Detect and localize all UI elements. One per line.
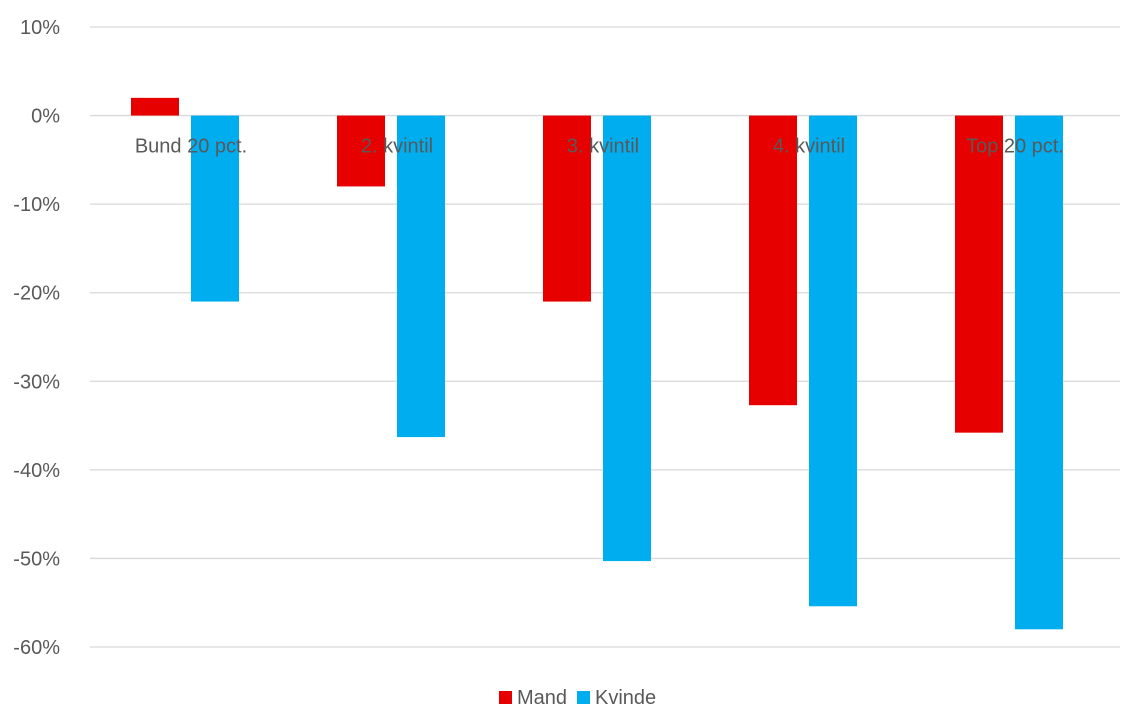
bar-kvinde-5 bbox=[1015, 115, 1063, 630]
category-label: 4. kvintil bbox=[773, 136, 845, 158]
legend-swatch-mand bbox=[499, 691, 512, 704]
y-tick-label: -30% bbox=[13, 371, 60, 393]
category-label: Top 20 pct. bbox=[966, 136, 1064, 158]
bar-mand-3 bbox=[543, 115, 591, 302]
bars bbox=[131, 97, 1063, 630]
bar-kvinde-2 bbox=[397, 115, 445, 438]
legend-label-mand: Mand bbox=[517, 687, 567, 709]
legend: Mand Kvinde bbox=[499, 687, 656, 709]
bar-kvinde-4 bbox=[809, 115, 857, 607]
bar-kvinde-3 bbox=[603, 115, 651, 562]
y-tick-label: -40% bbox=[13, 460, 60, 482]
bar-mand-2 bbox=[337, 115, 385, 187]
bar-mand-5 bbox=[955, 115, 1003, 433]
y-tick-label: -20% bbox=[13, 283, 60, 305]
category-label: Bund 20 pct. bbox=[135, 136, 247, 158]
y-axis-tick-labels: 10% 0% -10% -20% -30% -40% -50% -60% bbox=[13, 17, 60, 659]
y-tick-label: 0% bbox=[31, 106, 60, 128]
category-label: 2. kvintil bbox=[361, 136, 433, 158]
category-labels: Bund 20 pct. 2. kvintil 3. kvintil 4. kvint… bbox=[135, 136, 1064, 158]
legend-label-kvinde: Kvinde bbox=[595, 687, 656, 709]
bar-kvinde-1 bbox=[191, 115, 239, 302]
y-tick-label: 10% bbox=[20, 17, 60, 39]
y-tick-label: -50% bbox=[13, 548, 60, 570]
category-label: 3. kvintil bbox=[567, 136, 639, 158]
bar-mand-1 bbox=[131, 97, 179, 116]
bar-mand-4 bbox=[749, 115, 797, 406]
y-tick-label: -60% bbox=[13, 637, 60, 659]
y-tick-label: -10% bbox=[13, 194, 60, 216]
legend-swatch-kvinde bbox=[577, 691, 590, 704]
